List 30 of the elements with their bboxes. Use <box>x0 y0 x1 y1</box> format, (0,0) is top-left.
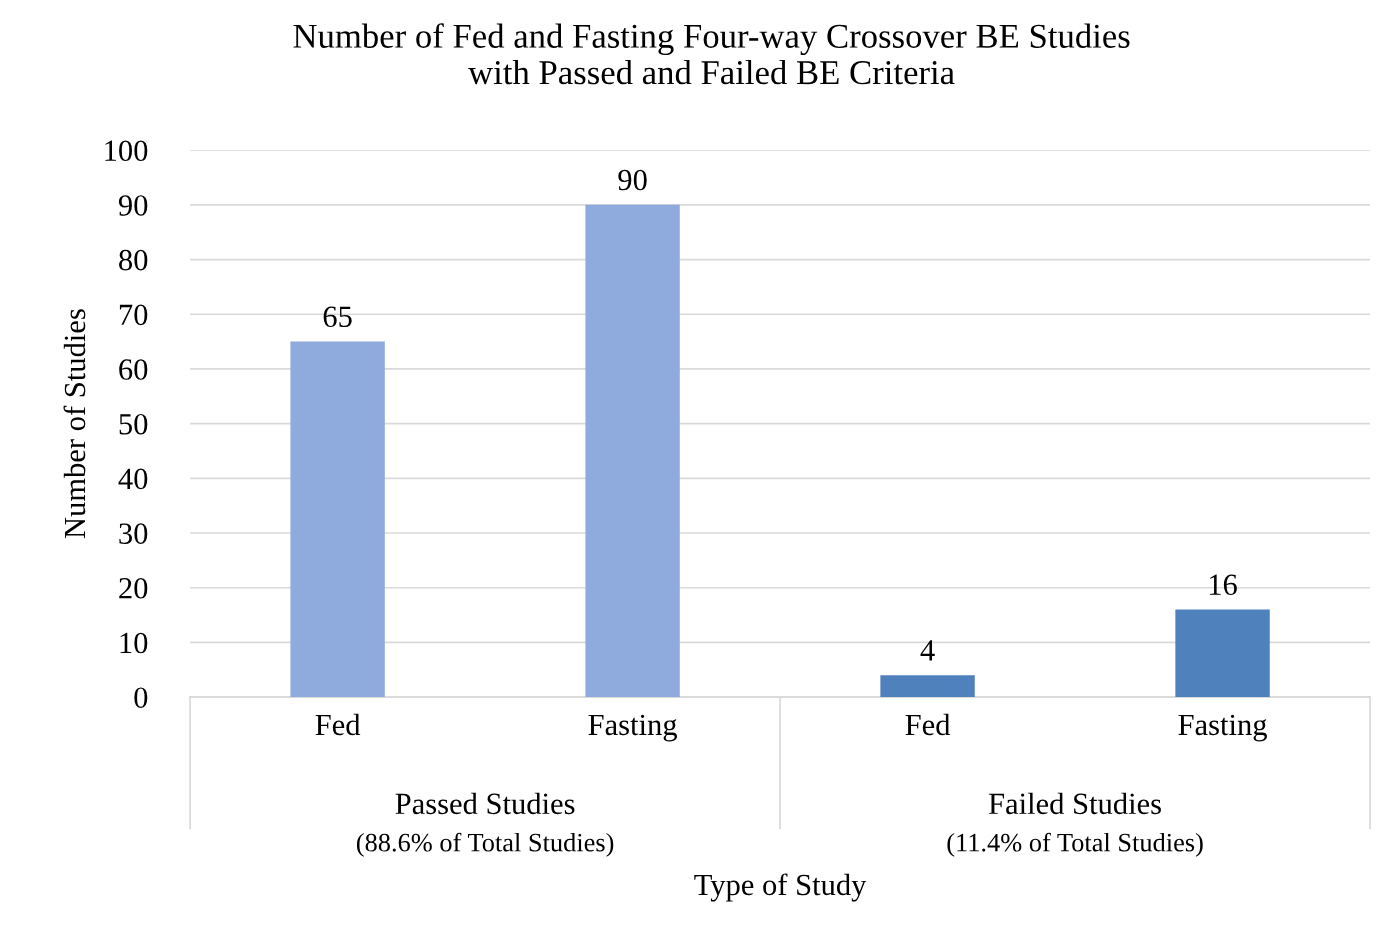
x-tick-label: Fasting <box>1178 714 1267 742</box>
y-tick-label: 50 <box>119 413 148 435</box>
data-label: 65 <box>323 306 352 328</box>
chart-title: Number of Fed and Fasting Four-way Crossover BE Studies with Passed and Failed BE Criteria <box>293 23 1130 85</box>
y-tick-label: 70 <box>119 304 148 326</box>
bar <box>290 341 385 698</box>
text: (88.6% of Total Studies) <box>356 832 614 857</box>
bar <box>880 675 975 698</box>
text: Failed Studies <box>988 792 1161 815</box>
y-tick-label: 10 <box>120 632 148 654</box>
y-tick-label: 60 <box>119 359 148 380</box>
y-tick-label: 80 <box>119 249 148 271</box>
y-tick-label: 30 <box>119 523 148 544</box>
text: Passed Studies <box>395 792 575 815</box>
data-label: 90 <box>618 169 647 191</box>
x-tick-label: Fed <box>905 713 951 736</box>
bar <box>1175 609 1270 698</box>
data-label: 16 <box>1209 574 1237 596</box>
y-tick-label: 0 <box>134 687 148 709</box>
y-tick-label: 100 <box>105 140 148 162</box>
text: (11.4% of Total Studies) <box>947 832 1203 857</box>
data-label: 4 <box>920 640 935 661</box>
y-tick-label: 40 <box>118 468 148 490</box>
bar <box>585 204 680 698</box>
y-tick-label: 90 <box>118 195 148 216</box>
y-axis-title: Number of Studies <box>63 309 86 539</box>
x-tick-label: Fed <box>315 713 361 736</box>
x-tick-label: Fasting <box>588 714 677 742</box>
y-tick-label: 20 <box>119 578 148 599</box>
x-axis-title: Type of Study <box>694 873 867 902</box>
